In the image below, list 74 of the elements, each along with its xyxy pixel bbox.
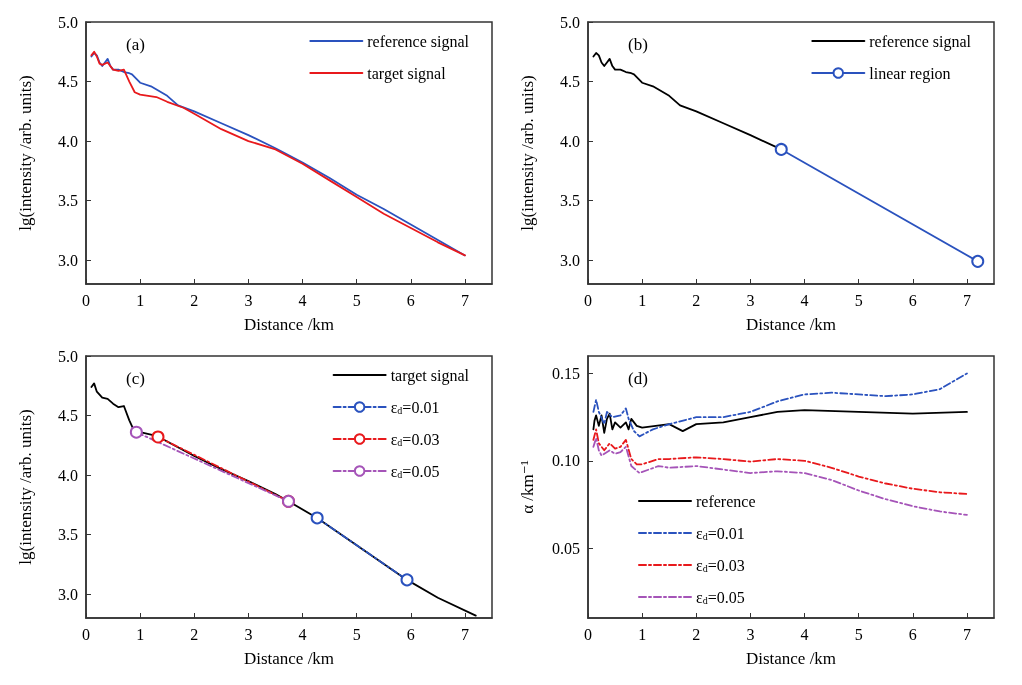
y-axis-title: lg(intensity /arb. units) (16, 75, 35, 231)
x-tick-label: 3 (244, 625, 253, 643)
y-tick-label: 4.0 (58, 466, 78, 484)
x-axis-title: Distance /km (243, 315, 335, 334)
y-tick-label: 4.0 (560, 132, 580, 150)
annotation: (b) (628, 35, 648, 54)
legend-label: reference (696, 492, 756, 510)
x-axis-title: Distance /km (243, 649, 335, 668)
y-tick-label: 3.5 (58, 526, 78, 544)
y-axis-title: lg(intensity /arb. units) (518, 75, 537, 231)
x-tick-label: 7 (962, 291, 971, 309)
legend-label: εd=0.05 (390, 462, 440, 480)
x-tick-label: 2 (190, 625, 199, 643)
y-tick-label: 5.0 (58, 13, 78, 31)
x-tick-label: 3 (244, 291, 253, 309)
annotation: (c) (126, 369, 145, 388)
x-tick-label: 1 (638, 291, 647, 309)
legend-label: εd=0.01 (696, 524, 745, 542)
y-tick-label: 4.5 (58, 73, 78, 91)
y-tick-label: 5.0 (58, 347, 78, 365)
y-tick-label: 3.0 (58, 251, 78, 269)
x-tick-label: 1 (638, 625, 647, 643)
x-tick-label: 5 (854, 291, 863, 309)
x-tick-label: 7 (460, 625, 469, 643)
x-tick-label: 2 (190, 291, 199, 309)
x-tick-label: 5 (352, 291, 361, 309)
legend-label: target signal (367, 64, 447, 83)
y-axis-title: α /km⁻¹ (518, 460, 537, 514)
x-tick-label: 3 (746, 625, 755, 643)
y-tick-label: 3.0 (560, 251, 580, 269)
x-tick-label: 4 (298, 291, 307, 309)
y-tick-label: 3.0 (58, 585, 78, 603)
x-tick-label: 2 (692, 291, 701, 309)
legend-label: εd=0.05 (696, 588, 745, 606)
legend-label: εd=0.03 (390, 430, 440, 448)
x-tick-label: 7 (962, 625, 971, 643)
legend-label: εd=0.03 (696, 556, 745, 574)
y-tick-label: 5.0 (560, 13, 580, 31)
annotation: (d) (628, 369, 648, 388)
x-tick-label: 0 (584, 625, 592, 643)
x-tick-label: 4 (800, 625, 809, 643)
legend-label: reference signal (367, 32, 470, 51)
x-tick-label: 6 (406, 291, 415, 309)
y-tick-label: 3.5 (560, 192, 580, 210)
x-tick-label: 0 (584, 291, 592, 309)
x-tick-label: 4 (800, 291, 809, 309)
x-tick-label: 4 (298, 625, 307, 643)
y-tick-label: 0.05 (552, 539, 580, 557)
x-tick-label: 5 (854, 625, 863, 643)
y-axis-title: lg(intensity /arb. units) (16, 409, 35, 565)
x-tick-label: 7 (460, 291, 469, 309)
x-tick-label: 2 (692, 625, 701, 643)
x-tick-label: 1 (136, 625, 145, 643)
legend-label: target signal (390, 366, 470, 385)
y-tick-label: 4.0 (58, 132, 78, 150)
x-tick-label: 5 (352, 625, 361, 643)
y-tick-label: 3.5 (58, 192, 78, 210)
legend-label: εd=0.01 (390, 398, 440, 416)
y-tick-label: 4.5 (58, 407, 78, 425)
y-tick-label: 0.15 (552, 364, 580, 382)
y-tick-label: 0.10 (552, 452, 580, 470)
x-axis-title: Distance /km (745, 649, 837, 668)
legend-label: linear region (869, 64, 951, 83)
x-tick-label: 3 (746, 291, 755, 309)
x-tick-label: 0 (82, 625, 90, 643)
x-tick-label: 0 (82, 291, 90, 309)
x-axis-title: Distance /km (745, 315, 837, 334)
legend-label: reference signal (869, 32, 972, 51)
y-tick-label: 4.5 (560, 73, 580, 91)
x-tick-label: 1 (136, 291, 145, 309)
annotation: (a) (126, 35, 145, 54)
x-tick-label: 6 (908, 291, 917, 309)
x-tick-label: 6 (908, 625, 917, 643)
x-tick-label: 6 (406, 625, 415, 643)
